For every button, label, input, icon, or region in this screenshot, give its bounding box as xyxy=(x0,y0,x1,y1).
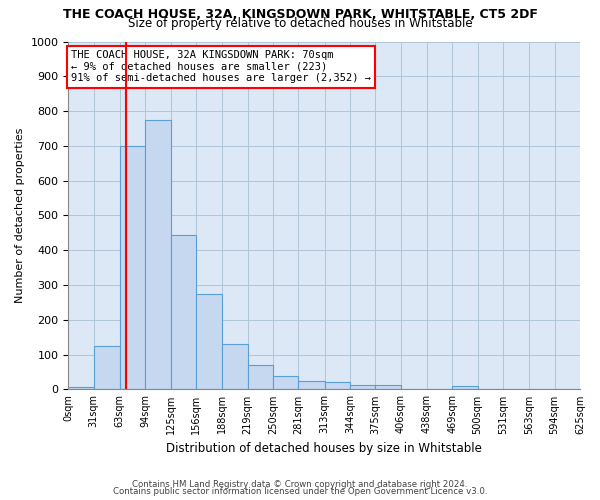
Bar xyxy=(222,344,248,390)
Text: Contains public sector information licensed under the Open Government Licence v3: Contains public sector information licen… xyxy=(113,487,487,496)
Text: Size of property relative to detached houses in Whitstable: Size of property relative to detached ho… xyxy=(128,18,472,30)
Bar xyxy=(350,385,376,390)
Bar xyxy=(248,365,273,390)
Bar xyxy=(68,386,94,390)
Bar xyxy=(273,376,298,390)
Bar xyxy=(452,386,478,390)
Text: THE COACH HOUSE, 32A KINGSDOWN PARK: 70sqm
← 9% of detached houses are smaller (: THE COACH HOUSE, 32A KINGSDOWN PARK: 70s… xyxy=(71,50,371,84)
X-axis label: Distribution of detached houses by size in Whitstable: Distribution of detached houses by size … xyxy=(166,442,482,455)
Bar xyxy=(325,382,350,390)
Bar xyxy=(120,146,145,390)
Bar xyxy=(196,294,222,390)
Bar xyxy=(298,380,325,390)
Y-axis label: Number of detached properties: Number of detached properties xyxy=(15,128,25,303)
Bar xyxy=(170,236,196,390)
Bar xyxy=(94,346,120,390)
Text: Contains HM Land Registry data © Crown copyright and database right 2024.: Contains HM Land Registry data © Crown c… xyxy=(132,480,468,489)
Text: THE COACH HOUSE, 32A, KINGSDOWN PARK, WHITSTABLE, CT5 2DF: THE COACH HOUSE, 32A, KINGSDOWN PARK, WH… xyxy=(62,8,538,20)
Bar xyxy=(376,385,401,390)
Bar xyxy=(145,120,170,390)
